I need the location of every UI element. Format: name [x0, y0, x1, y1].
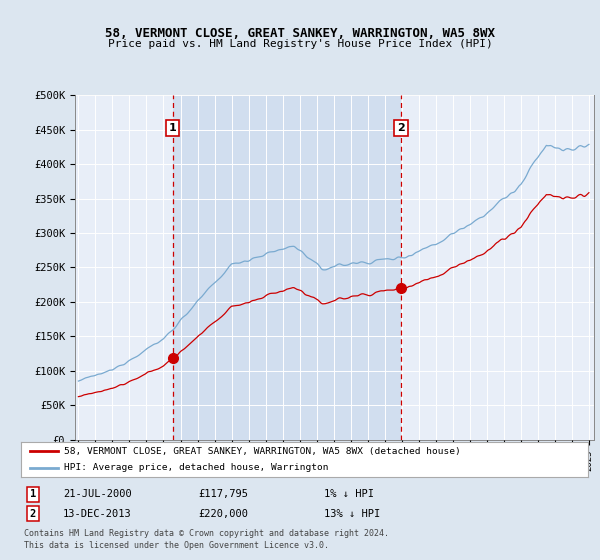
Text: 1: 1	[169, 123, 177, 133]
Text: £220,000: £220,000	[198, 508, 248, 519]
Text: 58, VERMONT CLOSE, GREAT SANKEY, WARRINGTON, WA5 8WX: 58, VERMONT CLOSE, GREAT SANKEY, WARRING…	[105, 27, 495, 40]
Text: 1: 1	[30, 489, 36, 500]
Text: 13-DEC-2013: 13-DEC-2013	[63, 508, 132, 519]
Text: 21-JUL-2000: 21-JUL-2000	[63, 489, 132, 500]
Text: 13% ↓ HPI: 13% ↓ HPI	[324, 508, 380, 519]
Bar	[173, 95, 401, 440]
Text: Price paid vs. HM Land Registry's House Price Index (HPI): Price paid vs. HM Land Registry's House …	[107, 39, 493, 49]
Text: This data is licensed under the Open Government Licence v3.0.: This data is licensed under the Open Gov…	[24, 542, 329, 550]
Text: £117,795: £117,795	[198, 489, 248, 500]
Text: 58, VERMONT CLOSE, GREAT SANKEY, WARRINGTON, WA5 8WX (detached house): 58, VERMONT CLOSE, GREAT SANKEY, WARRING…	[64, 447, 460, 456]
Text: 2: 2	[397, 123, 405, 133]
Text: HPI: Average price, detached house, Warrington: HPI: Average price, detached house, Warr…	[64, 463, 328, 472]
Text: 1% ↓ HPI: 1% ↓ HPI	[324, 489, 374, 500]
Text: 2: 2	[30, 508, 36, 519]
Text: Contains HM Land Registry data © Crown copyright and database right 2024.: Contains HM Land Registry data © Crown c…	[24, 529, 389, 538]
